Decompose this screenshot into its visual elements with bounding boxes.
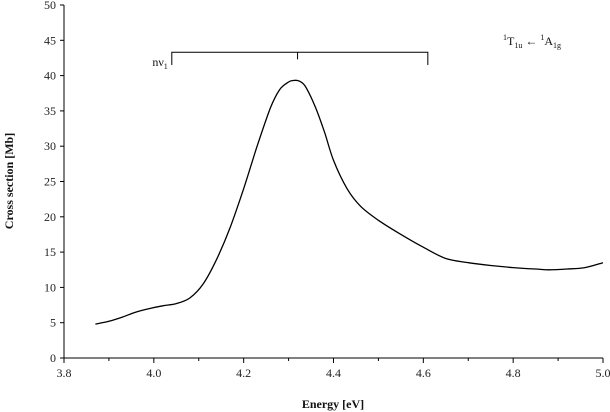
x-tick-label: 5.0	[596, 366, 610, 380]
y-tick-label: 50	[44, 0, 56, 12]
x-tick-label: 3.8	[57, 366, 72, 380]
y-tick-label: 30	[44, 139, 56, 153]
x-tick-label: 4.2	[236, 366, 251, 380]
vibrational-progression-bracket: nν1	[152, 51, 429, 71]
progression-label: nν1	[152, 55, 167, 71]
y-tick-label: 40	[44, 69, 56, 83]
x-axis-title: Energy [eV]	[302, 397, 364, 411]
transition-label: 1T1u ← 1A1g	[503, 33, 561, 50]
y-tick-label: 25	[44, 175, 56, 189]
y-tick-label: 20	[44, 210, 56, 224]
y-tick-label: 45	[44, 33, 56, 47]
x-tick-label: 4.0	[146, 366, 161, 380]
x-tick-label: 4.8	[506, 366, 521, 380]
y-tick-label: 15	[44, 245, 56, 259]
y-tick-label: 0	[50, 351, 56, 365]
x-tick-label: 4.4	[326, 366, 341, 380]
bracket-line	[171, 51, 429, 66]
y-tick-label: 10	[44, 280, 56, 294]
y-tick-label: 5	[50, 316, 56, 330]
tick-labels: 3.8 4.0 4.2 4.4 4.6 4.8 5.0 0 5 10 15 20 25 30 35 40 45 5…	[44, 0, 610, 380]
cross-section-series-line	[95, 79, 604, 325]
axes	[63, 5, 603, 359]
y-tick-label: 35	[44, 104, 56, 118]
x-tick-label: 4.6	[416, 366, 431, 380]
tick-marks	[60, 4, 604, 363]
y-axis-title: Cross section [Mb]	[2, 133, 16, 229]
